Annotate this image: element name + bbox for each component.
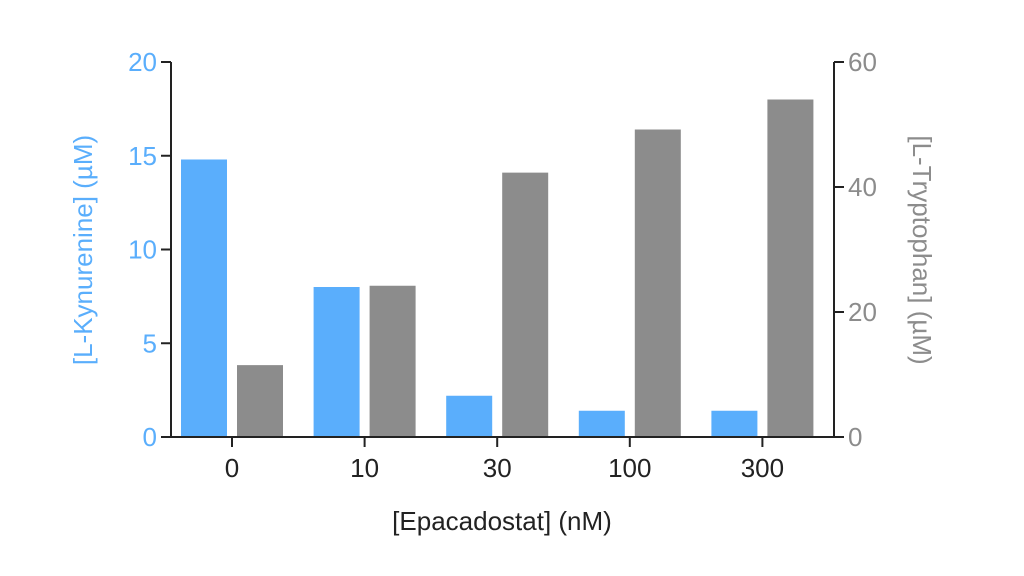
tryptophan-bar-30 bbox=[502, 172, 549, 437]
tryptophan-bar-100 bbox=[634, 129, 681, 437]
kynurenine-bar-100 bbox=[578, 410, 625, 437]
x-tick-label-100: 100 bbox=[608, 453, 651, 483]
kynurenine-bar-0 bbox=[181, 159, 227, 437]
left-tick-label: 20 bbox=[128, 47, 157, 77]
kynurenine-bar-10 bbox=[313, 287, 360, 437]
right-y-axis-title: [L-Tryptophan] (µM) bbox=[907, 135, 937, 364]
tryptophan-bar-0 bbox=[237, 365, 283, 437]
kynurenine-bar-300 bbox=[711, 410, 758, 437]
left-tick-label: 10 bbox=[128, 235, 157, 265]
right-tick-label: 0 bbox=[848, 422, 862, 452]
left-y-axis-title: [L-Kynurenine] (µM) bbox=[68, 135, 98, 365]
bar-group bbox=[181, 99, 814, 437]
left-tick-label: 15 bbox=[128, 141, 157, 171]
tick-labels: 0 5 10 15 20 0 20 40 60 0 10 30 100 300 bbox=[128, 47, 877, 483]
x-axis-title: [Epacadostat] (nM) bbox=[392, 506, 612, 536]
right-tick-label: 20 bbox=[848, 297, 877, 327]
tryptophan-bar-10 bbox=[369, 285, 416, 437]
x-tick-label-300: 300 bbox=[741, 453, 784, 483]
x-tick-label-10: 10 bbox=[350, 453, 379, 483]
x-tick-label-0: 0 bbox=[225, 453, 239, 483]
axes bbox=[161, 61, 844, 447]
x-tick-label-30: 30 bbox=[483, 453, 512, 483]
kynurenine-bar-30 bbox=[446, 395, 493, 437]
tryptophan-bar-300 bbox=[767, 99, 814, 437]
right-tick-label: 60 bbox=[848, 47, 877, 77]
right-tick-label: 40 bbox=[848, 172, 877, 202]
left-tick-label: 5 bbox=[143, 328, 157, 358]
left-tick-label: 0 bbox=[143, 422, 157, 452]
